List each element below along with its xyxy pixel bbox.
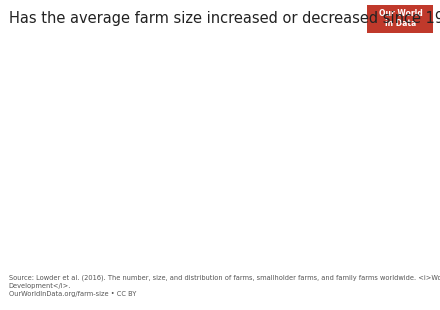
Text: Source: Lowder et al. (2016). The number, size, and distribution of farms, small: Source: Lowder et al. (2016). The number… bbox=[9, 274, 440, 297]
Text: Has the average farm size increased or decreased since 1960?: Has the average farm size increased or d… bbox=[9, 11, 440, 26]
Text: Our World
in Data: Our World in Data bbox=[378, 9, 422, 28]
